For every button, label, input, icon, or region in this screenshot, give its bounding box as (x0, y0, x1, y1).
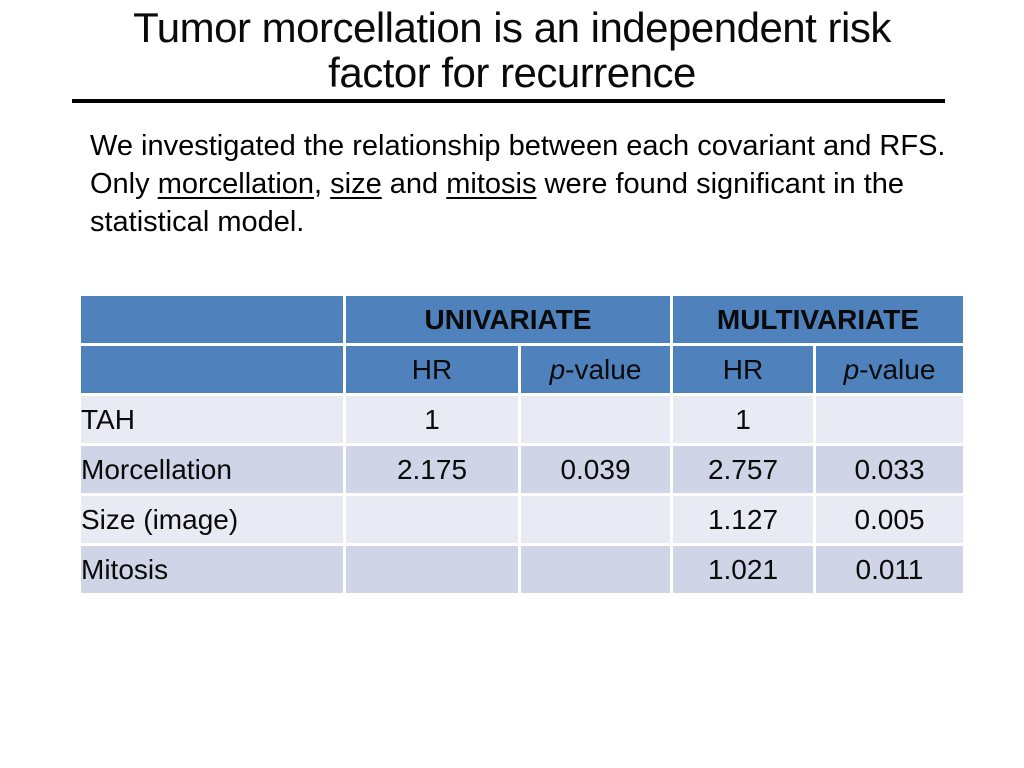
univariate-group-header: UNIVARIATE (343, 293, 673, 346)
univariate-pvalue-header: p-value (518, 343, 673, 396)
cell-size-multivariate-pvalue: 0.005 (813, 493, 966, 546)
row-label-size: Size (image) (78, 493, 346, 546)
multivariate-hr-header: HR (670, 343, 816, 396)
body-segment-underlined-mitosis: mitosis (446, 168, 537, 200)
row-label-morcellation: Morcellation (78, 443, 346, 496)
cell-tah-univariate-pvalue (518, 393, 673, 446)
p-value-rest: -value (565, 353, 642, 385)
univariate-hr-header: HR (343, 343, 521, 396)
row-label-tah: TAH (78, 393, 346, 446)
p-italic: p (549, 353, 566, 385)
cell-tah-multivariate-hr: 1 (670, 393, 816, 446)
body-segment-underlined-size: size (330, 168, 382, 200)
p-italic: p (843, 353, 860, 385)
title-divider (72, 99, 945, 103)
table-row-size: Size (image) 1.127 0.005 (78, 493, 966, 546)
cell-morcellation-univariate-hr: 2.175 (343, 443, 521, 496)
corner-header-cell (78, 293, 346, 346)
cell-tah-multivariate-pvalue (813, 393, 966, 446)
slide-title: Tumor morcellation is an independent ris… (0, 5, 1024, 95)
body-segment: were found significant in the statistica… (90, 168, 905, 238)
cell-mitosis-univariate-pvalue (518, 543, 673, 596)
table-row-tah: TAH 1 1 (78, 393, 966, 446)
table-subheader-row: HR p-value HR p-value (78, 343, 966, 396)
results-table: UNIVARIATE MULTIVARIATE HR p-value HR p-… (78, 293, 966, 596)
p-value-rest: -value (859, 353, 936, 385)
slide-title-line2: factor for recurrence (328, 49, 696, 96)
cell-mitosis-multivariate-pvalue: 0.011 (813, 543, 966, 596)
cell-size-univariate-pvalue (518, 493, 673, 546)
slide-title-line1: Tumor morcellation is an independent ris… (133, 4, 891, 51)
multivariate-group-header: MULTIVARIATE (670, 293, 966, 346)
cell-morcellation-multivariate-hr: 2.757 (670, 443, 816, 496)
cell-mitosis-univariate-hr (343, 543, 521, 596)
table-row-mitosis: Mitosis 1.021 0.011 (78, 543, 966, 596)
cell-tah-univariate-hr: 1 (343, 393, 521, 446)
cell-mitosis-multivariate-hr: 1.021 (670, 543, 816, 596)
body-segment-underlined-morcellation: morcellation (157, 168, 315, 200)
cell-morcellation-multivariate-pvalue: 0.033 (813, 443, 966, 496)
table-group-header-row: UNIVARIATE MULTIVARIATE (78, 293, 966, 346)
cell-size-univariate-hr (343, 493, 521, 546)
body-segment: , (314, 168, 331, 200)
multivariate-pvalue-header: p-value (813, 343, 966, 396)
cell-morcellation-univariate-pvalue: 0.039 (518, 443, 673, 496)
body-paragraph: We investigated the relationship between… (90, 127, 970, 241)
corner-subheader-cell (78, 343, 346, 396)
body-segment: and (381, 168, 447, 200)
table-row-morcellation: Morcellation 2.175 0.039 2.757 0.033 (78, 443, 966, 496)
body-segment: We investigated the relationship between… (90, 130, 946, 200)
row-label-mitosis: Mitosis (78, 543, 346, 596)
cell-size-multivariate-hr: 1.127 (670, 493, 816, 546)
